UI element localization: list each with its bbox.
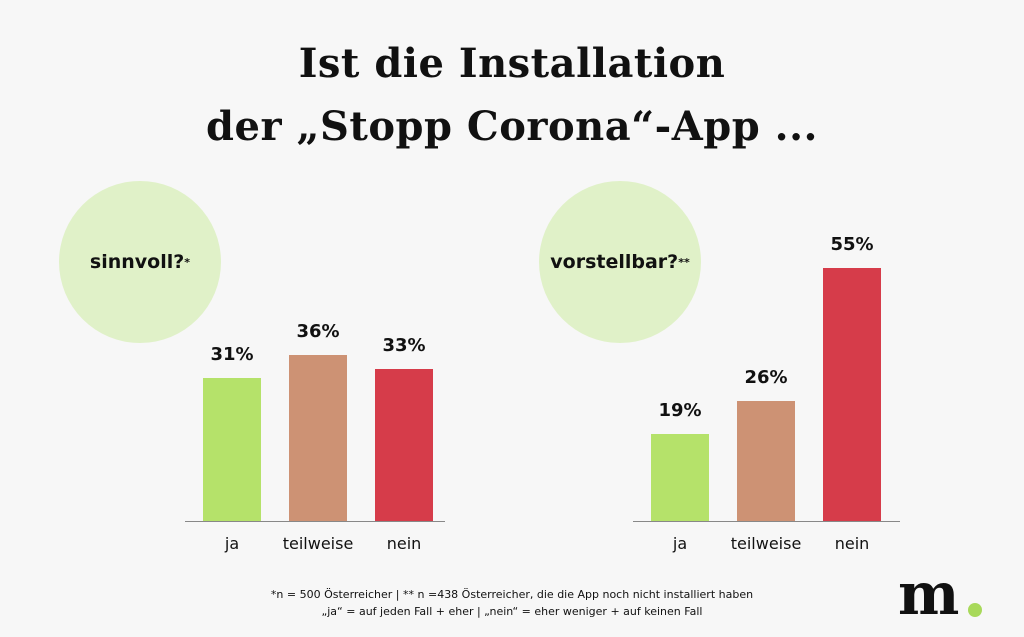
footnote-2: „ja“ = auf jeden Fall + eher | „nein“ = … bbox=[321, 605, 703, 618]
chart-1-value-label-teilweise: 36% bbox=[296, 321, 340, 343]
chart-2-value-label-teilweise: 26% bbox=[744, 367, 788, 389]
chart-2-axis bbox=[633, 521, 900, 522]
chart-1-axis bbox=[185, 521, 445, 522]
chart-2-title: vorstellbar? bbox=[550, 251, 679, 273]
chart-1-category-teilweise: teilweise bbox=[282, 534, 354, 553]
chart-1-bar-teilweise bbox=[289, 355, 347, 521]
chart-1-marker: * bbox=[184, 255, 191, 269]
chart-2-marker: ** bbox=[678, 255, 690, 269]
chart-1-value-label-ja: 31% bbox=[210, 344, 254, 366]
logo-dot bbox=[968, 603, 982, 617]
chart-2-bar-nein bbox=[823, 268, 881, 521]
chart-1-value-label-nein: 33% bbox=[382, 335, 426, 357]
chart-1-category-ja: ja bbox=[224, 534, 240, 553]
logo: m bbox=[898, 560, 960, 628]
chart-2-category-ja: ja bbox=[672, 534, 688, 553]
chart-2-category-nein: nein bbox=[834, 534, 870, 553]
chart-2-title-circle: vorstellbar? ** bbox=[539, 181, 701, 343]
chart-2-bar-teilweise bbox=[737, 401, 795, 521]
chart-1-category-nein: nein bbox=[386, 534, 422, 553]
title-line-1: Ist die Installation bbox=[298, 40, 726, 87]
chart-1-title-circle: sinnvoll? * bbox=[59, 181, 221, 343]
chart-2-bar-ja bbox=[651, 433, 709, 521]
title-line-2: der „Stopp Corona“-App ... bbox=[206, 103, 818, 150]
chart-1-bar-ja bbox=[203, 378, 261, 521]
chart-2-category-teilweise: teilweise bbox=[730, 534, 802, 553]
chart-2-value-label-nein: 55% bbox=[830, 234, 874, 255]
chart-1-title: sinnvoll? bbox=[89, 251, 185, 273]
chart-2-value-label-ja: 19% bbox=[658, 399, 702, 421]
chart-1-bar-nein bbox=[375, 369, 433, 521]
footnote-1: *n = 500 Österreicher | ** n =438 Österr… bbox=[270, 588, 754, 601]
